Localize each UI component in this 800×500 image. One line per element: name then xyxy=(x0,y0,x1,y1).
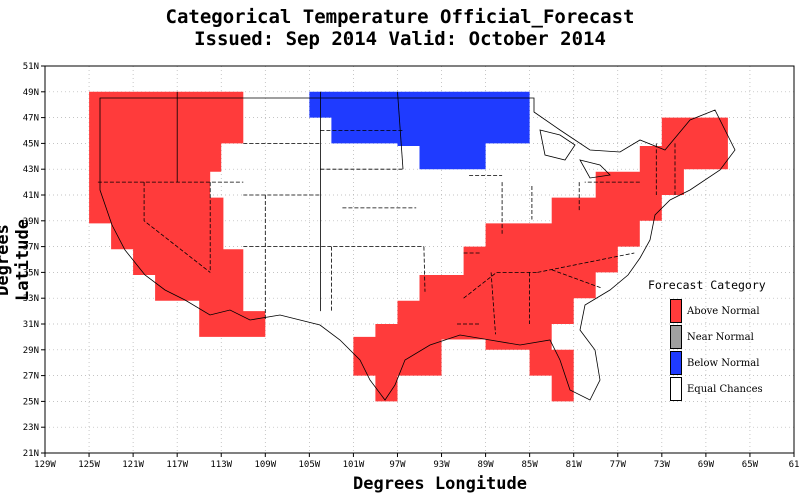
x-tick-label: 69W xyxy=(698,460,715,470)
y-tick-label: 27N xyxy=(23,372,39,382)
legend-title: Forecast Category xyxy=(648,278,766,292)
x-tick-label: 61 xyxy=(789,460,800,470)
x-tick-label: 109W xyxy=(254,460,276,470)
y-tick-label: 25N xyxy=(23,397,39,407)
y-tick-label: 31N xyxy=(23,320,39,330)
y-tick-label: 47N xyxy=(23,114,39,124)
legend-label: Near Normal xyxy=(687,331,754,343)
y-tick-label: 29N xyxy=(23,346,39,356)
legend-swatch xyxy=(670,377,682,401)
state-border xyxy=(423,246,426,292)
x-axis-title: Degrees Longitude xyxy=(353,474,527,494)
x-ticks: 129W 125W 121W 117W 113W 109W 105W 101W 97W 93W 89… xyxy=(34,453,799,470)
x-tick-label: 121W xyxy=(122,460,144,470)
state-border xyxy=(463,272,497,299)
y-tick-label: 35N xyxy=(23,268,39,278)
legend-label: Equal Chances xyxy=(687,383,763,395)
chart-title-line1: Categorical Temperature Official_Forecas… xyxy=(165,6,635,28)
y-tick-label: 41N xyxy=(23,191,39,201)
x-tick-label: 77W xyxy=(610,460,627,470)
y-tick-label: 45N xyxy=(23,139,39,149)
x-tick-label: 117W xyxy=(166,460,188,470)
x-tick-label: 73W xyxy=(654,460,671,470)
y-ticks: 21N 23N 25N 27N 29N 31N 33N 35N 37N 39N 41N 43N 45N 4… xyxy=(23,62,45,459)
legend-item: Equal Chances xyxy=(670,377,763,401)
state-border xyxy=(490,272,496,335)
x-tick-label: 113W xyxy=(210,460,232,470)
region-west xyxy=(89,91,266,337)
region-south-east xyxy=(353,117,728,402)
state-border xyxy=(537,252,635,273)
x-tick-label: 93W xyxy=(433,460,450,470)
legend-label: Above Normal xyxy=(687,305,760,317)
x-tick-label: 101W xyxy=(343,460,365,470)
state-borders xyxy=(97,91,736,401)
x-tick-label: 129W xyxy=(34,460,56,470)
y-tick-label: 51N xyxy=(23,62,39,72)
x-tick-label: 105W xyxy=(299,460,321,470)
x-tick-label: 81W xyxy=(566,460,583,470)
x-tick-label: 89W xyxy=(477,460,494,470)
legend-swatch xyxy=(670,299,682,323)
legend-item: Below Normal xyxy=(670,351,759,375)
y-tick-label: 43N xyxy=(23,165,39,175)
y-tick-label: 37N xyxy=(23,243,39,253)
us-outline xyxy=(99,97,736,401)
legend-item: Near Normal xyxy=(670,325,754,349)
forecast-regions xyxy=(89,91,728,402)
great-lakes xyxy=(539,129,611,179)
y-axis-title: Degrees Latitude xyxy=(0,219,33,301)
plot-frame xyxy=(44,65,795,454)
y-tick-label: 21N xyxy=(23,449,39,459)
state-border xyxy=(143,182,211,273)
x-tick-label: 65W xyxy=(742,460,759,470)
state-border xyxy=(551,269,602,289)
y-tick-label: 33N xyxy=(23,294,39,304)
y-tick-label: 49N xyxy=(23,88,39,98)
y-tick-label: 23N xyxy=(23,423,39,433)
region-north-central xyxy=(309,91,530,170)
legend-swatch xyxy=(670,325,682,349)
x-tick-label: 85W xyxy=(522,460,539,470)
y-tick-label: 39N xyxy=(23,217,39,227)
legend-label: Below Normal xyxy=(687,357,760,369)
legend-item: Above Normal xyxy=(670,299,760,323)
legend-swatch xyxy=(670,351,682,375)
x-tick-label: 97W xyxy=(389,460,406,470)
x-tick-label: 125W xyxy=(78,460,100,470)
chart-title-line2: Issued: Sep 2014 Valid: October 2014 xyxy=(194,28,606,50)
